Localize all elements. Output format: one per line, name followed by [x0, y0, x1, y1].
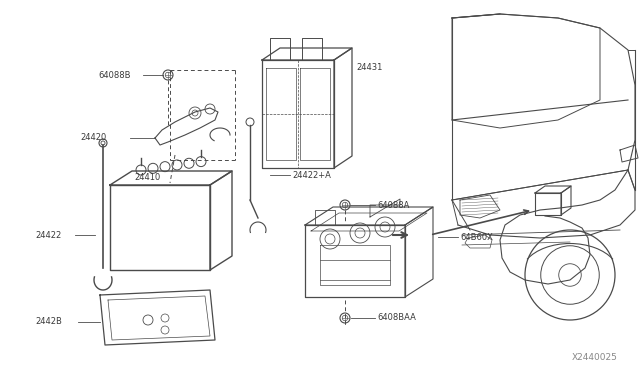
Text: 2442B: 2442B — [35, 317, 62, 327]
Text: 64088B: 64088B — [98, 71, 131, 80]
Text: X2440025: X2440025 — [572, 353, 618, 362]
Text: 24410: 24410 — [135, 173, 161, 183]
Text: 6408BAA: 6408BAA — [377, 314, 416, 323]
Text: 64B60X: 64B60X — [460, 232, 493, 241]
Text: 64088A: 64088A — [377, 201, 410, 209]
Text: 24431: 24431 — [356, 64, 382, 73]
Text: 24420: 24420 — [80, 134, 106, 142]
Text: 24422+A: 24422+A — [292, 170, 331, 180]
Text: 24422: 24422 — [35, 231, 61, 240]
